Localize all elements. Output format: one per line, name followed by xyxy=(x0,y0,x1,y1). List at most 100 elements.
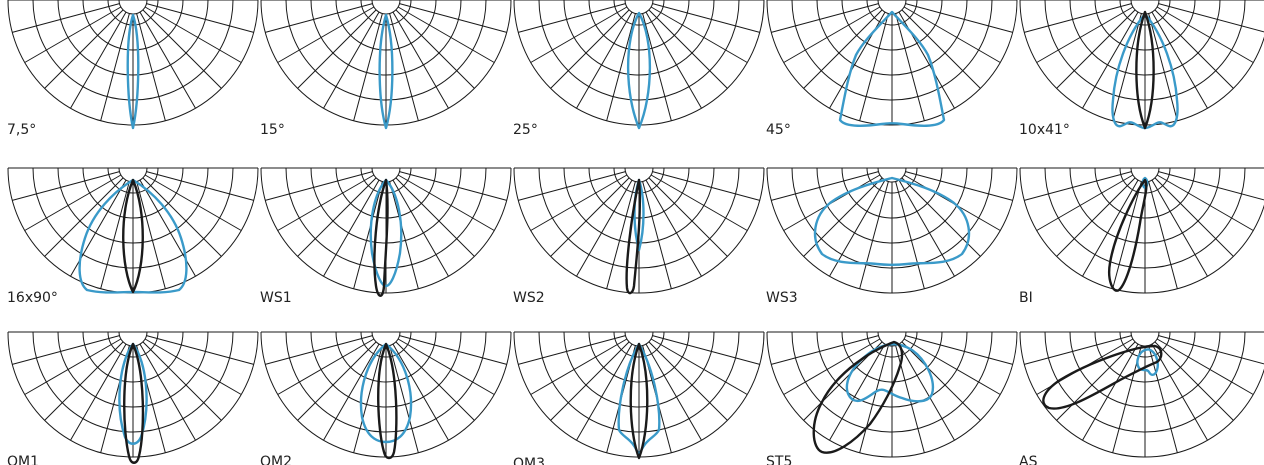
polar-spoke xyxy=(100,13,130,121)
polar-spoke xyxy=(142,9,222,89)
polar-spoke xyxy=(1154,9,1234,89)
polar-spoke xyxy=(898,343,955,441)
polar-spoke xyxy=(645,179,702,277)
panel-label: BI xyxy=(1019,290,1033,306)
beam-curve-black xyxy=(625,178,642,295)
polar-hub xyxy=(118,0,148,15)
polar-grid xyxy=(7,167,259,294)
polar-spoke xyxy=(277,6,375,63)
polar-spoke xyxy=(44,341,124,421)
polar-spoke xyxy=(1024,171,1132,201)
polar-spoke xyxy=(144,174,242,231)
polar-spoke xyxy=(395,341,475,421)
polar-spoke xyxy=(642,181,672,289)
polar-spoke xyxy=(146,171,254,201)
polar-spoke xyxy=(265,171,373,201)
panel-label: 45° xyxy=(766,122,791,138)
polar-spoke xyxy=(1082,179,1139,277)
polar-panel-16x90: 16x90° xyxy=(7,167,259,306)
polar-spoke xyxy=(903,338,1001,395)
polar-spoke xyxy=(297,341,377,421)
polar-panel-15: 15° xyxy=(260,0,512,138)
beam-curve-blue xyxy=(813,176,971,266)
beam-curve-black xyxy=(1108,178,1148,292)
polar-spoke xyxy=(1156,174,1254,231)
beam-curve-black xyxy=(373,178,389,297)
polar-spoke xyxy=(389,345,419,453)
polar-spoke xyxy=(905,171,1013,201)
polar-spoke xyxy=(265,335,373,365)
polar-spoke xyxy=(1024,335,1132,365)
polar-grid xyxy=(513,331,765,458)
polar-spoke xyxy=(783,6,881,63)
polar-spoke xyxy=(70,343,127,441)
polar-panel-om2: OM2 xyxy=(260,331,512,465)
polar-spoke xyxy=(895,13,925,121)
polar-spoke xyxy=(397,174,495,231)
panel-label: OM2 xyxy=(260,454,292,465)
polar-spoke xyxy=(389,181,419,289)
polar-spoke xyxy=(353,181,383,289)
polar-spoke xyxy=(12,3,120,33)
polar-spoke xyxy=(606,13,636,121)
polar-spoke xyxy=(530,338,628,395)
polar-spoke xyxy=(895,181,925,289)
polar-spoke xyxy=(518,335,626,365)
polar-spoke xyxy=(1158,171,1264,201)
polar-spoke xyxy=(1056,341,1136,421)
beam-curve-blue xyxy=(118,342,148,445)
polar-panel-45: 45° xyxy=(766,0,1018,138)
beam-curve-black xyxy=(122,178,144,294)
polar-hub xyxy=(371,0,401,15)
polar-spoke xyxy=(576,179,633,277)
polar-spoke xyxy=(771,3,879,33)
polar-spoke xyxy=(530,174,628,231)
polar-spoke xyxy=(576,343,633,441)
polar-grid xyxy=(260,0,512,126)
polar-spoke xyxy=(44,9,124,89)
polar-spoke xyxy=(297,9,377,89)
polar-spoke xyxy=(136,13,166,121)
polar-spoke xyxy=(139,343,196,441)
polar-grid xyxy=(260,331,512,458)
panel-label: AS xyxy=(1019,454,1038,465)
polar-spoke xyxy=(1036,174,1134,231)
polar-spoke xyxy=(265,3,373,33)
beam-curve-black xyxy=(123,342,145,464)
panel-label: 16x90° xyxy=(7,290,58,306)
polar-spoke xyxy=(297,177,377,257)
polar-panel-10x41: 10x41° xyxy=(1019,0,1264,138)
panel-label: WS3 xyxy=(766,290,798,306)
polar-panel-7-5: 7,5° xyxy=(7,0,259,138)
polar-spoke xyxy=(139,11,196,109)
polar-spoke xyxy=(859,345,889,453)
polar-grid xyxy=(766,331,1018,458)
beam-curve-blue xyxy=(369,178,403,288)
panel-label: WS1 xyxy=(260,290,292,306)
polar-spoke xyxy=(24,174,122,231)
polar-spoke xyxy=(277,174,375,231)
polar-spoke xyxy=(1156,338,1254,395)
polar-spoke xyxy=(323,179,380,277)
polar-spoke xyxy=(12,171,120,201)
beam-curve-black xyxy=(1135,10,1155,130)
polar-spoke xyxy=(392,343,449,441)
polar-spoke xyxy=(1112,181,1142,289)
polar-spoke xyxy=(1151,179,1208,277)
beam-curve-blue xyxy=(378,13,394,130)
polar-spoke xyxy=(518,3,626,33)
polar-spoke xyxy=(1056,9,1136,89)
polar-spoke xyxy=(901,177,981,257)
polar-spoke xyxy=(1082,343,1139,441)
polar-spoke xyxy=(650,338,748,395)
polar-spoke xyxy=(859,13,889,121)
panel-label: 25° xyxy=(513,122,538,138)
polar-spoke xyxy=(648,177,728,257)
polar-spoke xyxy=(803,9,883,89)
polar-spoke xyxy=(645,11,702,109)
beam-curve-blue xyxy=(845,342,935,403)
polar-spoke xyxy=(323,343,380,441)
polar-spoke xyxy=(136,181,166,289)
polar-spoke xyxy=(353,13,383,121)
